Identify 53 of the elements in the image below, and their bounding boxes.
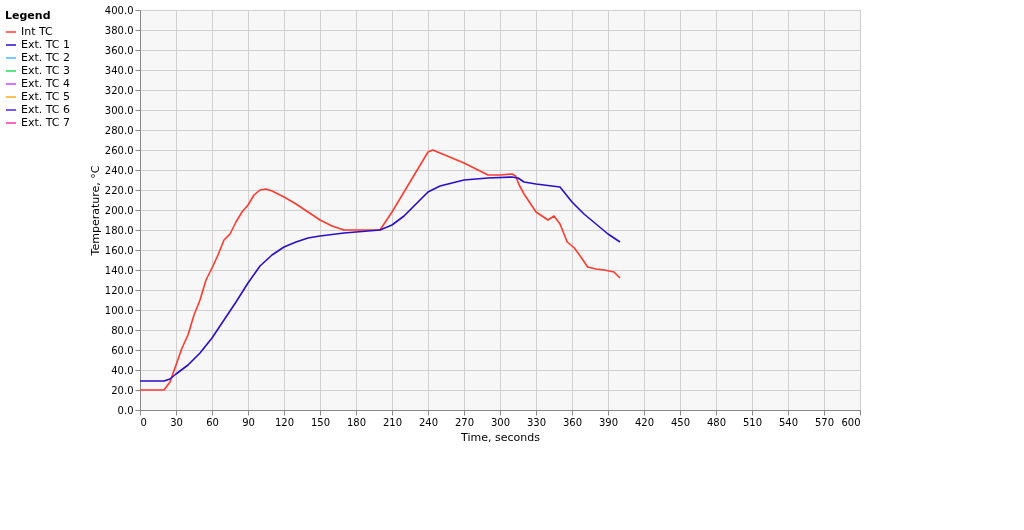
y-tick-label: 100.0 [104, 304, 134, 316]
x-tick-label: 0 [140, 416, 147, 428]
x-tick-label: 540 [778, 416, 799, 428]
legend-label: Ext. TC 4 [21, 77, 71, 90]
y-tick-label: 0.0 [117, 404, 134, 416]
y-tick-label: 80.0 [111, 324, 134, 336]
legend-label: Ext. TC 7 [21, 116, 71, 129]
y-tick-label: 400.0 [104, 4, 134, 16]
y-tick-label: 160.0 [104, 244, 134, 256]
x-tick-label: 150 [310, 416, 331, 428]
y-tick-label: 200.0 [104, 204, 134, 216]
y-tick-label: 260.0 [104, 144, 134, 156]
y-tick-label: 300.0 [104, 104, 134, 116]
y-tick-label: 120.0 [104, 284, 134, 296]
y-tick-label: 340.0 [104, 64, 134, 76]
x-tick-label: 360 [562, 416, 583, 428]
x-tick-label: 180 [346, 416, 367, 428]
legend-label: Ext. TC 3 [21, 64, 71, 77]
x-tick-label: 600 [841, 416, 861, 428]
x-tick-label: 270 [454, 416, 475, 428]
legend-label: Ext. TC 1 [21, 38, 71, 51]
x-tick-label: 120 [274, 416, 295, 428]
x-tick-label: 480 [706, 416, 727, 428]
x-tick-label: 330 [526, 416, 547, 428]
y-tick-label: 280.0 [104, 124, 134, 136]
x-tick-label: 390 [598, 416, 619, 428]
y-tick-label: 140.0 [104, 264, 134, 276]
x-tick-label: 60 [206, 416, 219, 428]
y-tick-label: 240.0 [104, 164, 134, 176]
y-tick-label: 320.0 [104, 84, 134, 96]
y-axis-title: Temperature, °C [88, 165, 102, 257]
x-tick-label: 510 [742, 416, 763, 428]
legend-title: Legend [5, 9, 51, 22]
x-tick-label: 570 [814, 416, 835, 428]
legend-label: Ext. TC 5 [21, 90, 71, 103]
y-tick-label: 360.0 [104, 44, 134, 56]
x-tick-label: 450 [670, 416, 691, 428]
y-tick-label: 380.0 [104, 24, 134, 36]
legend-label: Int TC [21, 25, 54, 38]
x-tick-label: 300 [490, 416, 511, 428]
x-tick-label: 240 [418, 416, 439, 428]
y-tick-label: 220.0 [104, 184, 134, 196]
x-tick-label: 210 [382, 416, 403, 428]
x-tick-label: 30 [170, 416, 183, 428]
x-tick-label: 420 [634, 416, 655, 428]
legend-label: Ext. TC 2 [21, 51, 71, 64]
y-tick-label: 40.0 [111, 364, 134, 376]
y-tick-label: 60.0 [111, 344, 134, 356]
x-tick-label: 90 [242, 416, 255, 428]
legend-label: Ext. TC 6 [21, 103, 71, 116]
y-tick-label: 180.0 [104, 224, 134, 236]
y-tick-label: 20.0 [111, 384, 134, 396]
x-axis-title: Time, seconds [460, 430, 541, 444]
